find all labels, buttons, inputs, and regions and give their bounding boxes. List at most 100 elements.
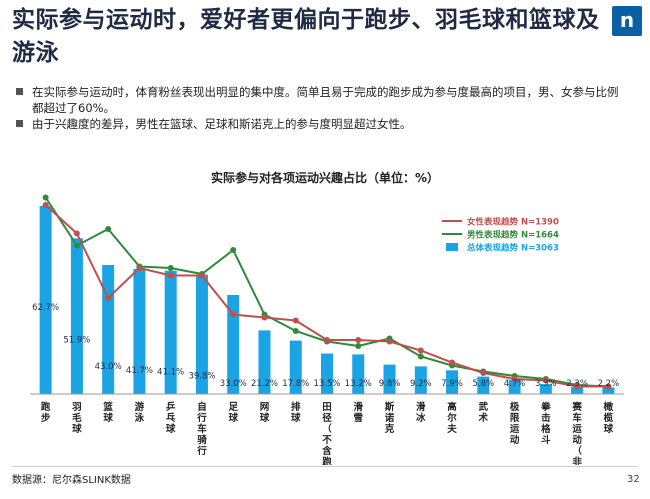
data-label-11: 9.8% <box>379 379 401 389</box>
category-label-16: 拳击格斗 <box>540 401 551 446</box>
bar-6 <box>227 295 240 394</box>
category-label-8: 排球 <box>291 401 301 424</box>
category-label-14: 武术 <box>478 401 489 424</box>
bar-2 <box>102 265 115 394</box>
male-point-0 <box>42 194 49 201</box>
female-point-5 <box>198 272 205 279</box>
category-label-18: 橄榄球 <box>604 401 614 435</box>
male-point-4 <box>167 265 174 271</box>
category-label-0: 跑步 <box>41 401 51 424</box>
bar-5 <box>195 274 208 394</box>
category-label-5: 自行车骑行 <box>196 401 207 457</box>
female-point-1 <box>73 230 80 237</box>
bullet-list: 在实际参与运动时，体育粉丝表现出明显的集中度。简单且易于完成的跑步成为参与度最高… <box>16 84 626 132</box>
female-point-4 <box>167 272 174 279</box>
male-point-10 <box>355 343 362 349</box>
male-point-8 <box>292 328 299 334</box>
participation-chart: 62.7% 51.9% 43.0% 41.7% 41.1% 39.8% 33.0% 21.2%… <box>30 194 624 465</box>
data-label-8: 17.8% <box>282 379 309 389</box>
female-point-12 <box>417 347 424 354</box>
bar-15 <box>508 379 521 394</box>
female-point-10 <box>355 337 362 343</box>
data-label-4: 41.1% <box>157 368 184 378</box>
nielsen-logo: n <box>612 6 642 36</box>
data-label-1: 51.9% <box>63 335 90 345</box>
category-label-1: 羽毛球 <box>72 402 82 435</box>
data-source: 数据源：尼尔森SLINK数据 <box>12 475 131 486</box>
female-point-17 <box>574 383 581 390</box>
bar-4 <box>164 270 177 394</box>
data-label-3: 41.7% <box>126 366 153 376</box>
data-label-5: 39.8% <box>188 372 215 382</box>
bar-8 <box>289 340 302 394</box>
female-point-7 <box>261 314 268 321</box>
data-label-18: 2.2% <box>598 379 620 389</box>
category-label-10: 滑雪 <box>354 401 364 424</box>
legend-swatch-2 <box>446 243 458 251</box>
category-label-15: 极限运动 <box>510 401 520 446</box>
data-label-9: 13.5% <box>313 379 340 389</box>
male-point-6 <box>230 247 237 253</box>
category-label-3: 游泳 <box>135 401 145 424</box>
bullet-square-icon <box>16 88 23 95</box>
category-label-12: 滑冰 <box>416 401 426 424</box>
female-point-8 <box>292 317 299 324</box>
female-point-2 <box>105 295 112 301</box>
male-point-12 <box>417 353 424 360</box>
male-point-1 <box>73 242 80 249</box>
category-label-4: 乒乓球 <box>166 401 176 435</box>
bar-13 <box>446 370 459 394</box>
data-label-0: 62.7% <box>32 303 59 313</box>
bar-16 <box>539 384 552 394</box>
bar-14 <box>477 376 490 394</box>
male-point-2 <box>105 226 112 232</box>
female-point-6 <box>230 311 237 318</box>
data-label-13: 7.9% <box>441 379 463 389</box>
bar-12 <box>414 366 427 394</box>
category-label-13: 高尔夫 <box>446 401 457 435</box>
page-number: 32 <box>627 474 640 485</box>
bar-11 <box>383 364 396 394</box>
bar-10 <box>352 354 365 394</box>
data-label-2: 43.0% <box>95 362 122 372</box>
female-point-15 <box>511 376 518 382</box>
bar-18 <box>602 387 615 394</box>
data-label-7: 21.2% <box>251 379 278 389</box>
bar-0 <box>39 205 52 394</box>
female-point-3 <box>136 265 143 271</box>
bullet-item: 由于兴趣度的差异，男性在篮球、足球和斯诺克上的参与度明显超过女性。 <box>16 116 626 132</box>
chart-title: 实际参与对各项运动兴趣占比（单位：%） <box>210 171 440 185</box>
category-label-7: 网球 <box>260 402 270 424</box>
category-label-2: 篮球 <box>102 401 113 424</box>
female-point-13 <box>449 359 456 366</box>
female-point-16 <box>542 377 549 384</box>
female-point-11 <box>386 338 393 345</box>
data-label-10: 13.2% <box>345 379 372 389</box>
female-point-14 <box>480 370 487 376</box>
bullet-square-icon <box>16 120 23 127</box>
female-point-0 <box>42 202 49 208</box>
bar-1 <box>70 238 83 394</box>
category-label-11: 斯诺克 <box>385 401 395 435</box>
data-label-15: 4.7% <box>504 379 526 389</box>
legend-label-1: 男性表现趋势 N=1664 <box>467 230 559 241</box>
bar-7 <box>258 330 271 394</box>
bullet-item: 在实际参与运动时，体育粉丝表现出明显的集中度。简单且易于完成的跑步成为参与度最高… <box>16 84 626 116</box>
bar-3 <box>133 268 146 394</box>
legend-label-2: 总体表现趋势 N=3063 <box>467 243 559 254</box>
data-label-12: 9.2% <box>410 379 432 389</box>
bar-17 <box>571 387 584 394</box>
category-label-17: 赛车运动（非F1） <box>571 401 582 465</box>
female-point-18 <box>605 383 612 390</box>
data-label-17: 2.3% <box>566 379 588 389</box>
data-label-14: 5.8% <box>473 379 495 389</box>
data-label-16: 3.3% <box>535 379 557 389</box>
bullet-text: 在实际参与运动时，体育粉丝表现出明显的集中度。简单且易于完成的跑步成为参与度最高… <box>32 85 619 115</box>
bar-9 <box>321 353 333 394</box>
category-label-9: 田径（不含跑步） <box>321 402 332 465</box>
category-label-6: 足球 <box>228 402 238 424</box>
bullet-text: 由于兴趣度的差异，男性在篮球、足球和斯诺克上的参与度明显超过女性。 <box>32 117 412 131</box>
legend-label-0: 女性表现趋势 N=1390 <box>467 217 559 228</box>
slide-title: 实际参与运动时，爱好者更偏向于跑步、羽毛球和篮球及游泳 <box>12 7 600 66</box>
data-label-6: 33.0% <box>220 379 247 389</box>
